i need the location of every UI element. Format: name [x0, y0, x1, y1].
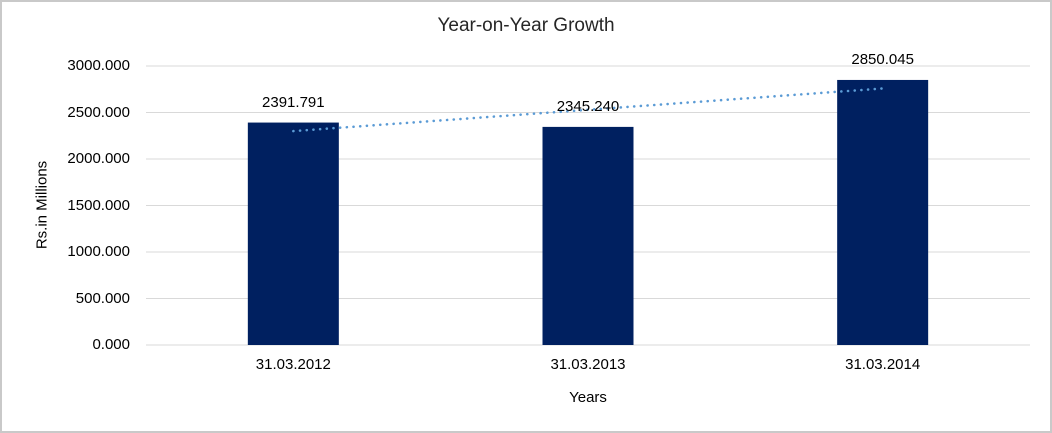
value-label: 2850.045	[851, 50, 914, 68]
bar	[542, 126, 634, 346]
y-tick-label: 500.000	[75, 289, 130, 307]
category-label: 31.03.2012	[255, 356, 331, 373]
bar	[247, 122, 339, 345]
category-label: 31.03.2014	[845, 356, 921, 373]
bar	[837, 79, 929, 346]
trendline	[292, 87, 884, 133]
y-tick-label: 3000.000	[67, 57, 130, 74]
y-tick-label: 2500.000	[67, 103, 130, 121]
y-tick-label: 0.000	[92, 336, 130, 353]
value-label: 2391.791	[262, 93, 325, 111]
y-tick-label: 2000.000	[67, 150, 130, 167]
y-tick-label: 1000.000	[67, 243, 130, 260]
y-tick-label: 1500.000	[67, 196, 130, 214]
category-label: 31.03.2013	[550, 356, 626, 373]
value-label: 2345.240	[556, 97, 620, 115]
chart-title: Year-on-Year Growth	[437, 15, 615, 36]
x-axis-title: Years	[569, 389, 607, 406]
